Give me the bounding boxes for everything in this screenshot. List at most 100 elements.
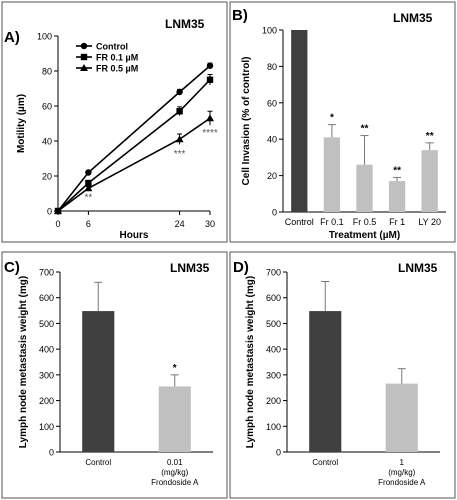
chart-b-x-tick-label: Fr 1 [389, 217, 405, 227]
chart-b-significance-label: ** [361, 124, 369, 135]
panel-c-letter: C) [4, 259, 20, 276]
chart-d: 0 100 200 300 400 500 600 700 Lymph node metasta… [245, 268, 440, 487]
chart-a-data-point [176, 88, 183, 96]
chart-a-y-tick-label: 40 [42, 137, 52, 147]
chart-b: 0 20 40 60 80 100 Cell Invasion (% of control)… [241, 26, 446, 241]
chart-b-bar [291, 30, 308, 212]
chart-d-bar [309, 311, 342, 452]
chart-a-data-point [175, 135, 184, 143]
chart-b-x-tick-label: Fr 0.1 [320, 217, 344, 227]
chart-d-y-tick-label: 100 [266, 422, 281, 432]
chart-d-bar [385, 383, 418, 452]
chart-b-y-tick-label: 20 [267, 171, 277, 181]
chart-c-x-tick-label: Frondoside A [151, 478, 199, 487]
chart-b-significance-label: ** [393, 165, 401, 176]
chart-b-bar [421, 150, 438, 212]
chart-a-data-point [85, 169, 92, 176]
chart-d-x-tick-label: Control [312, 458, 338, 467]
chart-a-series-line [57, 117, 211, 212]
panel-a-letter: A) [4, 29, 20, 46]
chart-c-y-tick-label: 400 [39, 345, 54, 355]
chart-a-series-line [57, 65, 211, 212]
chart-d-y-tick-label: 400 [266, 345, 281, 355]
chart-a-legend-label: Control [96, 42, 128, 52]
chart-c-significance-label: * [173, 363, 177, 374]
panel-d-frame [229, 251, 456, 499]
chart-b-significance-label: * [330, 113, 334, 124]
chart-b-significance-label: ** [426, 131, 434, 142]
chart-a-y-tick-label: 60 [42, 102, 52, 112]
chart-b-y-tick-label: 40 [267, 135, 277, 145]
chart-c-y-tick-label: 100 [39, 422, 54, 432]
chart-b-x-axis-label: Treatment (µM) [329, 230, 400, 241]
chart-b-x-tick-label: Control [285, 217, 314, 227]
chart-a-data-point [206, 62, 214, 69]
panel-b-tag: LNM35 [393, 11, 433, 25]
chart-c-y-tick-label: 700 [39, 268, 54, 278]
panel-d-tag: LNM35 [398, 261, 438, 275]
chart-a-significance-label: ** [85, 193, 93, 204]
chart-c-y-tick-label: 600 [39, 293, 54, 303]
chart-c-bar [158, 386, 191, 452]
chart-a-y-axis-label: Motility (µm) [16, 94, 27, 153]
chart-d-y-tick-label: 600 [266, 293, 281, 303]
chart-a-y-tick-label: 0 [47, 207, 52, 217]
panel-c-frame [1, 251, 228, 499]
chart-c-y-axis-label: Lymph node metastasis weight (mg) [18, 276, 29, 448]
chart-a-significance-label: **** [202, 128, 218, 139]
chart-b-y-axis-label: Cell Invasion (% of control) [241, 57, 252, 186]
chart-d-x-tick-label: Frondoside A [378, 478, 426, 487]
chart-a-data-point [206, 114, 214, 122]
chart-b-x-tick-label: LY 20 [418, 217, 441, 227]
panel-a-tag: LNM35 [165, 17, 205, 31]
chart-a-x-axis-label: Hours [120, 230, 149, 241]
chart-a-series-line [57, 79, 211, 212]
chart-a-x-tick-label: 6 [86, 219, 91, 229]
chart-a-data-point [85, 179, 92, 187]
chart-a-x-tick-label: 24 [175, 219, 185, 229]
chart-b-bar [356, 164, 373, 212]
chart-a-data-point [84, 184, 93, 192]
chart-a-significance-label: *** [174, 149, 186, 160]
chart-a-y-tick-label: 100 [37, 32, 52, 42]
chart-a-legend-marker [80, 42, 88, 50]
chart-d-x-tick-label: (mg/kg) [388, 468, 415, 477]
chart-a-data-point [54, 207, 62, 214]
panel-a-frame [1, 1, 228, 243]
chart-c-bar [82, 311, 115, 452]
chart-a: 0 20 40 60 80 100 Motility (µm) 0 6 24 30 Hours Cont… [16, 32, 218, 242]
chart-d-y-tick-label: 200 [266, 396, 281, 406]
chart-b-y-tick-label: 60 [267, 98, 277, 108]
chart-b-bar [323, 137, 341, 212]
chart-a-y-tick-label: 20 [42, 172, 52, 182]
chart-a-data-point [176, 108, 183, 115]
panel-d-letter: D) [233, 259, 249, 276]
chart-b-x-tick-label: Fr 0.5 [353, 217, 377, 227]
chart-a-data-point [206, 76, 214, 83]
chart-a-y-tick-label: 80 [42, 67, 52, 77]
chart-a-legend-marker [80, 64, 88, 71]
chart-d-y-tick-label: 300 [266, 370, 281, 380]
chart-c-x-tick-label: 0.01 [167, 458, 183, 467]
chart-c-y-tick-label: 500 [39, 319, 54, 329]
chart-b-y-tick-label: 0 [272, 208, 277, 218]
chart-a-legend-label: FR 0.5 µM [96, 64, 138, 74]
chart-d-x-tick-label: 1 [400, 458, 405, 467]
panel-c-tag: LNM35 [170, 261, 210, 275]
chart-c-y-tick-label: 200 [39, 396, 54, 406]
chart-d-y-tick-label: 500 [266, 319, 281, 329]
panel-b-letter: B) [232, 7, 248, 24]
chart-d-y-tick-label: 700 [266, 268, 281, 278]
chart-d-y-tick-label: 0 [276, 448, 281, 458]
chart-c-y-tick-label: 0 [49, 448, 54, 458]
panel-b-frame [229, 1, 456, 243]
chart-a-x-tick-label: 0 [55, 219, 60, 229]
chart-b-y-tick-label: 80 [267, 62, 277, 72]
chart-c-x-tick-label: Control [85, 458, 111, 467]
chart-b-bar [388, 181, 406, 212]
chart-a-legend-marker [80, 53, 88, 61]
chart-c: 0 100 200 300 400 500 600 700 Lymph node metasta… [18, 268, 213, 487]
chart-d-y-axis-label: Lymph node metastasis weight (mg) [245, 276, 256, 448]
chart-c-x-tick-label: (mg/kg) [161, 468, 188, 477]
